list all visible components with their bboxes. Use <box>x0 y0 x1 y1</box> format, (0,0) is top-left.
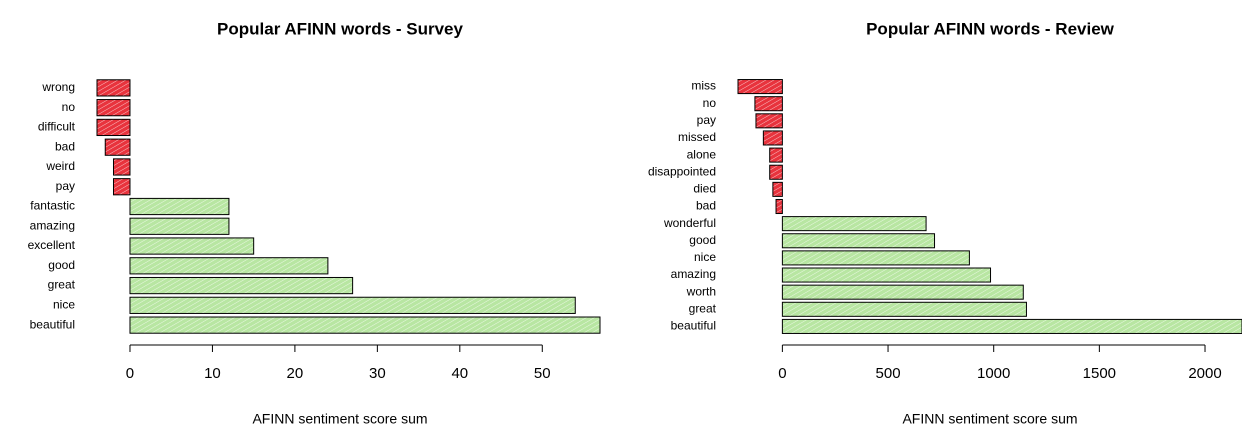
category-label: beautiful <box>30 317 75 331</box>
bar <box>781 233 936 249</box>
bar <box>129 217 230 235</box>
bar <box>775 198 783 215</box>
bar <box>112 178 131 196</box>
category-label: beautiful <box>671 319 716 333</box>
category-label: nice <box>53 298 75 312</box>
x-tick-label: 40 <box>451 365 468 382</box>
x-tick-label: 0 <box>778 365 786 382</box>
bar <box>129 276 354 295</box>
category-label: no <box>62 100 76 114</box>
bar <box>781 216 927 232</box>
bar <box>96 79 131 97</box>
category-label: bad <box>55 139 75 153</box>
x-tick-label: 10 <box>204 365 221 382</box>
category-label: wonderful <box>663 216 716 230</box>
category-label: alone <box>687 147 717 161</box>
category-label: bad <box>696 199 716 213</box>
x-tick-label: 1000 <box>977 365 1010 382</box>
category-label: died <box>693 182 716 196</box>
bar <box>129 316 601 334</box>
x-tick-label: 50 <box>534 365 551 382</box>
category-label: weird <box>45 159 75 173</box>
bar <box>129 257 329 275</box>
category-label: disappointed <box>648 164 716 178</box>
x-tick-label: 30 <box>369 365 386 382</box>
category-label: amazing <box>30 218 75 232</box>
bar <box>96 118 131 137</box>
bar <box>129 197 230 216</box>
bar <box>755 113 783 129</box>
bar <box>781 318 1242 334</box>
category-label: difficult <box>38 120 76 134</box>
category-label: missed <box>678 130 716 144</box>
category-label: no <box>703 96 717 110</box>
bar <box>781 267 992 283</box>
x-tick-label: 2000 <box>1188 365 1221 382</box>
category-label: fantastic <box>30 199 75 213</box>
category-label: amazing <box>671 267 716 281</box>
category-label: pay <box>697 113 716 127</box>
category-label: wrong <box>41 80 75 94</box>
bar <box>96 99 131 117</box>
bar <box>781 250 970 266</box>
category-label: worth <box>686 284 716 298</box>
bar <box>772 181 783 197</box>
x-tick-label: 0 <box>126 365 134 382</box>
bar <box>737 79 783 95</box>
bar <box>781 301 1027 317</box>
bar <box>104 138 131 156</box>
category-label: great <box>48 278 76 292</box>
bar <box>769 164 783 180</box>
chart-title: Popular AFINN words - Review <box>866 19 1115 38</box>
bar <box>129 296 576 314</box>
category-label: pay <box>56 179 75 193</box>
bar <box>754 96 783 112</box>
bar <box>781 284 1024 300</box>
bar <box>129 237 255 255</box>
bar <box>112 158 131 176</box>
category-label: good <box>48 258 75 272</box>
x-tick-label: 1500 <box>1083 365 1116 382</box>
category-label: excellent <box>28 238 76 252</box>
bar <box>762 130 783 146</box>
chart-title: Popular AFINN words - Survey <box>217 19 463 38</box>
x-tick-label: 20 <box>287 365 304 382</box>
category-label: great <box>689 301 717 315</box>
category-label: good <box>689 233 716 247</box>
bar <box>769 147 783 163</box>
x-tick-label: 500 <box>876 365 901 382</box>
category-label: miss <box>691 79 716 93</box>
x-axis-label: AFINN sentiment score sum <box>902 411 1077 427</box>
category-label: nice <box>694 250 716 264</box>
x-axis-label: AFINN sentiment score sum <box>252 411 427 427</box>
